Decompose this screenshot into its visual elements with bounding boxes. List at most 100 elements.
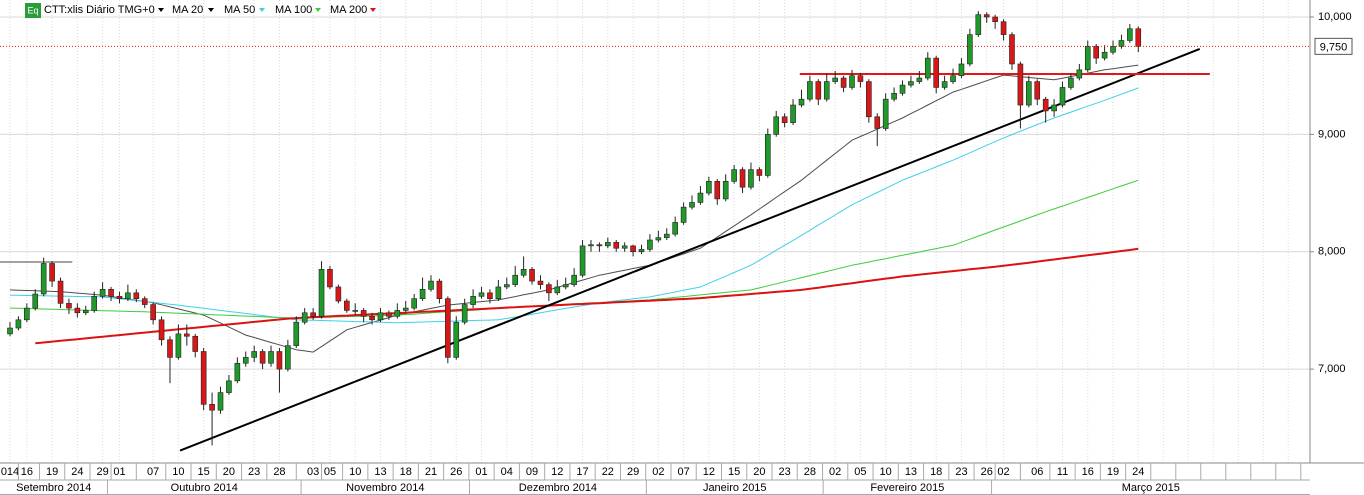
candle-body bbox=[840, 77, 847, 88]
month-label: Janeiro 2015 bbox=[703, 482, 767, 494]
candle-body bbox=[950, 75, 956, 82]
candle-body bbox=[537, 280, 544, 285]
candle-body bbox=[680, 206, 687, 223]
x-tick-label: 24 bbox=[71, 466, 83, 478]
grid bbox=[0, 0, 1310, 463]
legend-entry[interactable]: MA 50 bbox=[224, 4, 255, 16]
candle-body bbox=[343, 300, 350, 311]
x-tick-label: 15 bbox=[198, 466, 210, 478]
month-label: Março 2015 bbox=[1122, 482, 1180, 494]
candle-body bbox=[596, 244, 603, 247]
candle-body bbox=[748, 169, 754, 188]
candle-body bbox=[49, 263, 55, 282]
x-tick-label: 16 bbox=[21, 466, 33, 478]
candle-body bbox=[268, 351, 274, 364]
candle-body bbox=[731, 169, 737, 182]
candle-body bbox=[394, 310, 401, 317]
candle-body bbox=[756, 169, 763, 176]
candle-body bbox=[975, 14, 982, 35]
candle-body bbox=[1026, 81, 1032, 106]
candle-body bbox=[1093, 46, 1099, 59]
candle-body bbox=[1135, 28, 1142, 47]
x-tick-label: 16 bbox=[1082, 466, 1094, 478]
candle-body bbox=[967, 34, 973, 65]
candle-body bbox=[200, 351, 207, 405]
dropdown-arrow[interactable] bbox=[370, 8, 376, 12]
last-price-label: 9,750 bbox=[1320, 41, 1348, 53]
month-label: Novembro 2014 bbox=[346, 482, 424, 494]
candle-body bbox=[99, 289, 106, 297]
candle-body bbox=[327, 269, 333, 288]
candle-body bbox=[1059, 87, 1066, 106]
candle-body bbox=[74, 307, 81, 314]
candle-body bbox=[706, 181, 712, 194]
x-tick-label: 29 bbox=[96, 466, 108, 478]
candle-body bbox=[293, 321, 300, 346]
dropdown-arrow[interactable] bbox=[315, 8, 321, 12]
candle-body bbox=[167, 339, 173, 358]
dropdown-arrow[interactable] bbox=[259, 8, 265, 12]
dropdown-arrow[interactable] bbox=[208, 8, 214, 12]
candle-body bbox=[7, 327, 13, 335]
candle-body bbox=[125, 292, 131, 299]
month-label: Fevereiro 2015 bbox=[870, 482, 944, 494]
x-tick-label: 19 bbox=[46, 466, 58, 478]
candle-body bbox=[739, 169, 746, 188]
candle-body bbox=[823, 81, 830, 100]
candle-body bbox=[546, 284, 552, 294]
badge-box bbox=[25, 3, 41, 18]
candle-body bbox=[411, 298, 417, 309]
candle-body bbox=[941, 81, 948, 88]
legend-entry[interactable]: MA 20 bbox=[172, 4, 203, 16]
legend-entry[interactable]: MA 200 bbox=[330, 4, 367, 16]
candle-body bbox=[621, 245, 628, 249]
candle-body bbox=[1068, 77, 1074, 88]
candle-body bbox=[1101, 51, 1108, 59]
candle-body bbox=[899, 84, 906, 94]
candle-body bbox=[453, 321, 460, 358]
candle-body bbox=[722, 181, 729, 200]
candle-body bbox=[1009, 34, 1015, 65]
candle-body bbox=[285, 345, 291, 370]
x-tick-label: 26 bbox=[450, 466, 462, 478]
last-price-box bbox=[1314, 37, 1353, 55]
candle-body bbox=[15, 319, 22, 329]
candle-body bbox=[301, 312, 308, 323]
x-tick-label: 02 bbox=[829, 466, 841, 478]
candle-body bbox=[874, 116, 881, 129]
candle-body bbox=[958, 63, 965, 76]
candle-body bbox=[554, 286, 561, 294]
candle-body bbox=[386, 312, 392, 317]
candle-body bbox=[798, 98, 805, 106]
candle-body bbox=[613, 242, 620, 249]
x-tick-label: 09 bbox=[526, 466, 538, 478]
candle-body bbox=[1051, 104, 1057, 112]
chart-title[interactable]: CTT:xlis Diário TMG+0 bbox=[44, 4, 155, 16]
candle-body bbox=[983, 14, 990, 18]
dropdown-arrow[interactable] bbox=[158, 8, 164, 12]
candle-body bbox=[916, 77, 923, 82]
candle-body bbox=[630, 245, 636, 253]
candle-body bbox=[866, 81, 872, 118]
trend-line bbox=[179, 48, 1201, 452]
x-tick-label: 12 bbox=[703, 466, 715, 478]
candle-body bbox=[579, 245, 586, 276]
candle-body bbox=[672, 222, 678, 235]
candle-body bbox=[571, 274, 577, 285]
candle-body bbox=[512, 274, 519, 285]
candle-body bbox=[32, 293, 39, 309]
candle-body bbox=[647, 239, 653, 250]
x-tick-label: 18 bbox=[930, 466, 942, 478]
candle-body bbox=[495, 286, 502, 299]
x-tick-label: 20 bbox=[753, 466, 765, 478]
candle-body bbox=[310, 312, 316, 317]
x-tick-label: 06 bbox=[1031, 466, 1043, 478]
legend-entry[interactable]: MA 100 bbox=[275, 4, 312, 16]
x-tick-label: 014 bbox=[1, 466, 19, 478]
candle-body bbox=[588, 244, 594, 247]
candle-body bbox=[66, 303, 72, 309]
candle-body bbox=[832, 77, 838, 82]
x-tick-label: 23 bbox=[248, 466, 260, 478]
